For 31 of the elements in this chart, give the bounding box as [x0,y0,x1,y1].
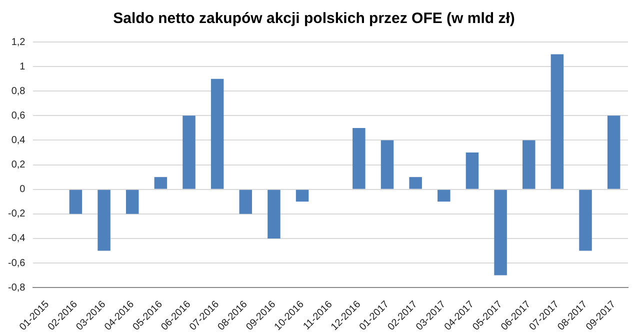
y-tick-label: -0,4 [8,233,26,244]
y-tick-label: 1 [20,61,26,72]
y-tick-label: 0,8 [11,86,26,97]
bar [210,78,224,189]
bar [154,177,168,189]
bar [522,140,536,189]
y-tick-label: 0,6 [11,110,26,122]
bar [182,116,196,189]
bar [268,190,280,238]
chart-title: Saldo netto zakupów akcji polskich przez OFE (w mld zł) [113,10,515,28]
bar [466,152,479,189]
y-tick-label: -0,6 [8,258,26,269]
bar [352,128,366,189]
bar [438,190,450,202]
bar [126,190,139,214]
y-tick-label: 0,4 [11,134,26,146]
y-tick-label: -0,8 [8,282,26,294]
bar [296,190,309,202]
bar [607,116,620,189]
bar [579,190,592,251]
y-tick-label: 0,2 [11,160,26,171]
bar [550,54,564,189]
bar [494,190,507,276]
bar [409,177,422,189]
y-tick-label: -0,2 [8,208,26,220]
y-tick-label: 1,2 [11,36,26,48]
bar [239,190,252,214]
bar [98,190,110,251]
bar [380,140,394,189]
y-tick-label: 0 [20,184,26,196]
bar [69,190,82,214]
